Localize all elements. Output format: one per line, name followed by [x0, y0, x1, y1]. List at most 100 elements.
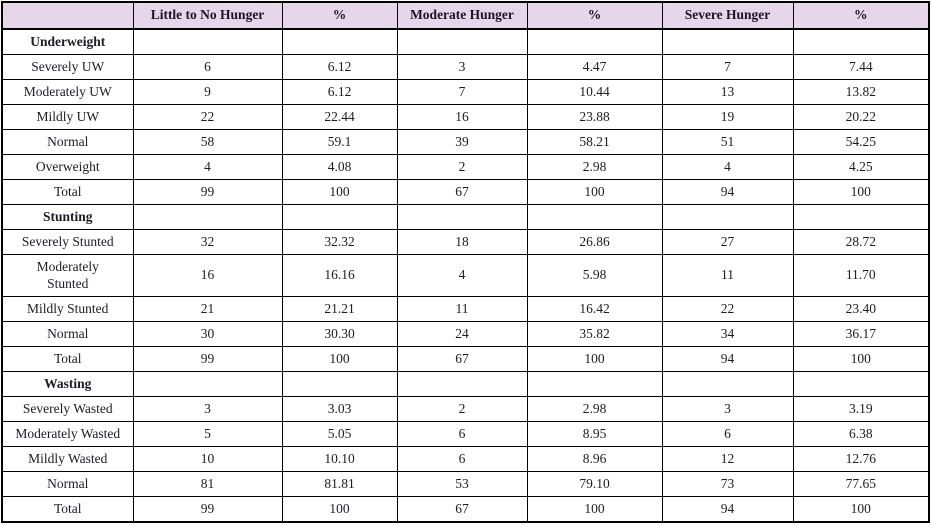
data-cell: 51: [661, 129, 794, 155]
data-cell: 100: [281, 346, 398, 372]
data-cell: 36.17: [792, 321, 930, 347]
row-label: Mildly Stunted: [1, 296, 134, 322]
row-label: Total: [1, 179, 134, 205]
data-cell: 34: [661, 321, 794, 347]
data-cell: 94: [661, 179, 794, 205]
data-cell: 26.86: [526, 229, 663, 255]
data-cell: 3: [396, 54, 528, 80]
table-body: Underweight Severely UW 6 6.12 3 4.47 7 7.44 Mod…: [1, 28, 930, 523]
section-title: Underweight: [1, 28, 134, 55]
empty-cell: [281, 204, 398, 230]
data-cell: 21: [132, 296, 283, 322]
data-cell: 2: [396, 154, 528, 180]
data-cell: 28.72: [792, 229, 930, 255]
data-cell: 99: [132, 496, 283, 523]
row-label: Mildly UW: [1, 104, 134, 130]
data-cell: 100: [526, 179, 663, 205]
data-cell: 100: [792, 179, 930, 205]
data-cell: 11.70: [792, 254, 930, 297]
data-cell: 7: [661, 54, 794, 80]
column-header: %: [792, 1, 930, 30]
data-cell: 10: [132, 446, 283, 472]
data-cell: 67: [396, 179, 528, 205]
section-title: Wasting: [1, 371, 134, 397]
data-cell: 6.12: [281, 54, 398, 80]
data-cell: 53: [396, 471, 528, 497]
data-cell: 79.10: [526, 471, 663, 497]
data-cell: 12: [661, 446, 794, 472]
row-label: Total: [1, 346, 134, 372]
data-cell: 7: [396, 79, 528, 105]
data-cell: 22: [132, 104, 283, 130]
data-cell: 5: [132, 421, 283, 447]
table-row: Mildly UW 22 22.44 16 23.88 19 20.22: [1, 104, 930, 130]
column-header: %: [281, 1, 398, 30]
data-cell: 6.12: [281, 79, 398, 105]
data-cell: 16: [132, 254, 283, 297]
data-cell: 23.40: [792, 296, 930, 322]
table-row: Severely UW 6 6.12 3 4.47 7 7.44: [1, 54, 930, 80]
data-cell: 100: [281, 179, 398, 205]
row-label: Total: [1, 496, 134, 523]
table-row: Severely Wasted 3 3.03 2 2.98 3 3.19: [1, 396, 930, 422]
data-cell: 3.19: [792, 396, 930, 422]
empty-cell: [526, 204, 663, 230]
data-cell: 67: [396, 496, 528, 523]
data-cell: 30.30: [281, 321, 398, 347]
row-label: Normal: [1, 471, 134, 497]
data-cell: 3: [661, 396, 794, 422]
empty-cell: [132, 28, 283, 55]
data-cell: 58.21: [526, 129, 663, 155]
row-label: Moderately Stunted: [1, 254, 134, 297]
column-header: %: [526, 1, 663, 30]
section-header-row: Underweight: [1, 28, 930, 55]
data-cell: 77.65: [792, 471, 930, 497]
data-cell: 11: [396, 296, 528, 322]
data-cell: 94: [661, 496, 794, 523]
data-cell: 10.44: [526, 79, 663, 105]
data-cell: 16.16: [281, 254, 398, 297]
table-row: Moderately Stunted 16 16.16 4 5.98 11 11.70: [1, 254, 930, 297]
data-cell: 13: [661, 79, 794, 105]
data-cell: 6: [396, 446, 528, 472]
data-cell: 7.44: [792, 54, 930, 80]
data-cell: 94: [661, 346, 794, 372]
data-cell: 6: [396, 421, 528, 447]
empty-cell: [661, 28, 794, 55]
empty-cell: [792, 204, 930, 230]
row-label: Severely UW: [1, 54, 134, 80]
table-row: Mildly Wasted 10 10.10 6 8.96 12 12.76: [1, 446, 930, 472]
empty-cell: [526, 28, 663, 55]
data-cell: 39: [396, 129, 528, 155]
section-title: Stunting: [1, 204, 134, 230]
data-cell: 23.88: [526, 104, 663, 130]
table-row: Total 99 100 67 100 94 100: [1, 179, 930, 205]
data-cell: 32: [132, 229, 283, 255]
data-cell: 54.25: [792, 129, 930, 155]
section-header-row: Wasting: [1, 371, 930, 397]
data-cell: 22: [661, 296, 794, 322]
empty-cell: [661, 204, 794, 230]
data-cell: 24: [396, 321, 528, 347]
data-cell: 3.03: [281, 396, 398, 422]
data-cell: 99: [132, 346, 283, 372]
row-label: Mildly Wasted: [1, 446, 134, 472]
row-label: Severely Stunted: [1, 229, 134, 255]
header-row: Little to No Hunger% Moderate Hunger% Seve…: [1, 1, 930, 30]
data-cell: 9: [132, 79, 283, 105]
data-cell: 18: [396, 229, 528, 255]
data-cell: 12.76: [792, 446, 930, 472]
data-cell: 81.81: [281, 471, 398, 497]
data-cell: 6: [661, 421, 794, 447]
data-cell: 67: [396, 346, 528, 372]
data-cell: 27: [661, 229, 794, 255]
data-cell: 2.98: [526, 396, 663, 422]
table-row: Mildly Stunted 21 21.21 11 16.42 22 23.40: [1, 296, 930, 322]
corner-header-cell: [1, 1, 134, 30]
data-cell: 20.22: [792, 104, 930, 130]
data-cell: 4.25: [792, 154, 930, 180]
empty-cell: [132, 204, 283, 230]
data-cell: 19: [661, 104, 794, 130]
data-cell: 13.82: [792, 79, 930, 105]
